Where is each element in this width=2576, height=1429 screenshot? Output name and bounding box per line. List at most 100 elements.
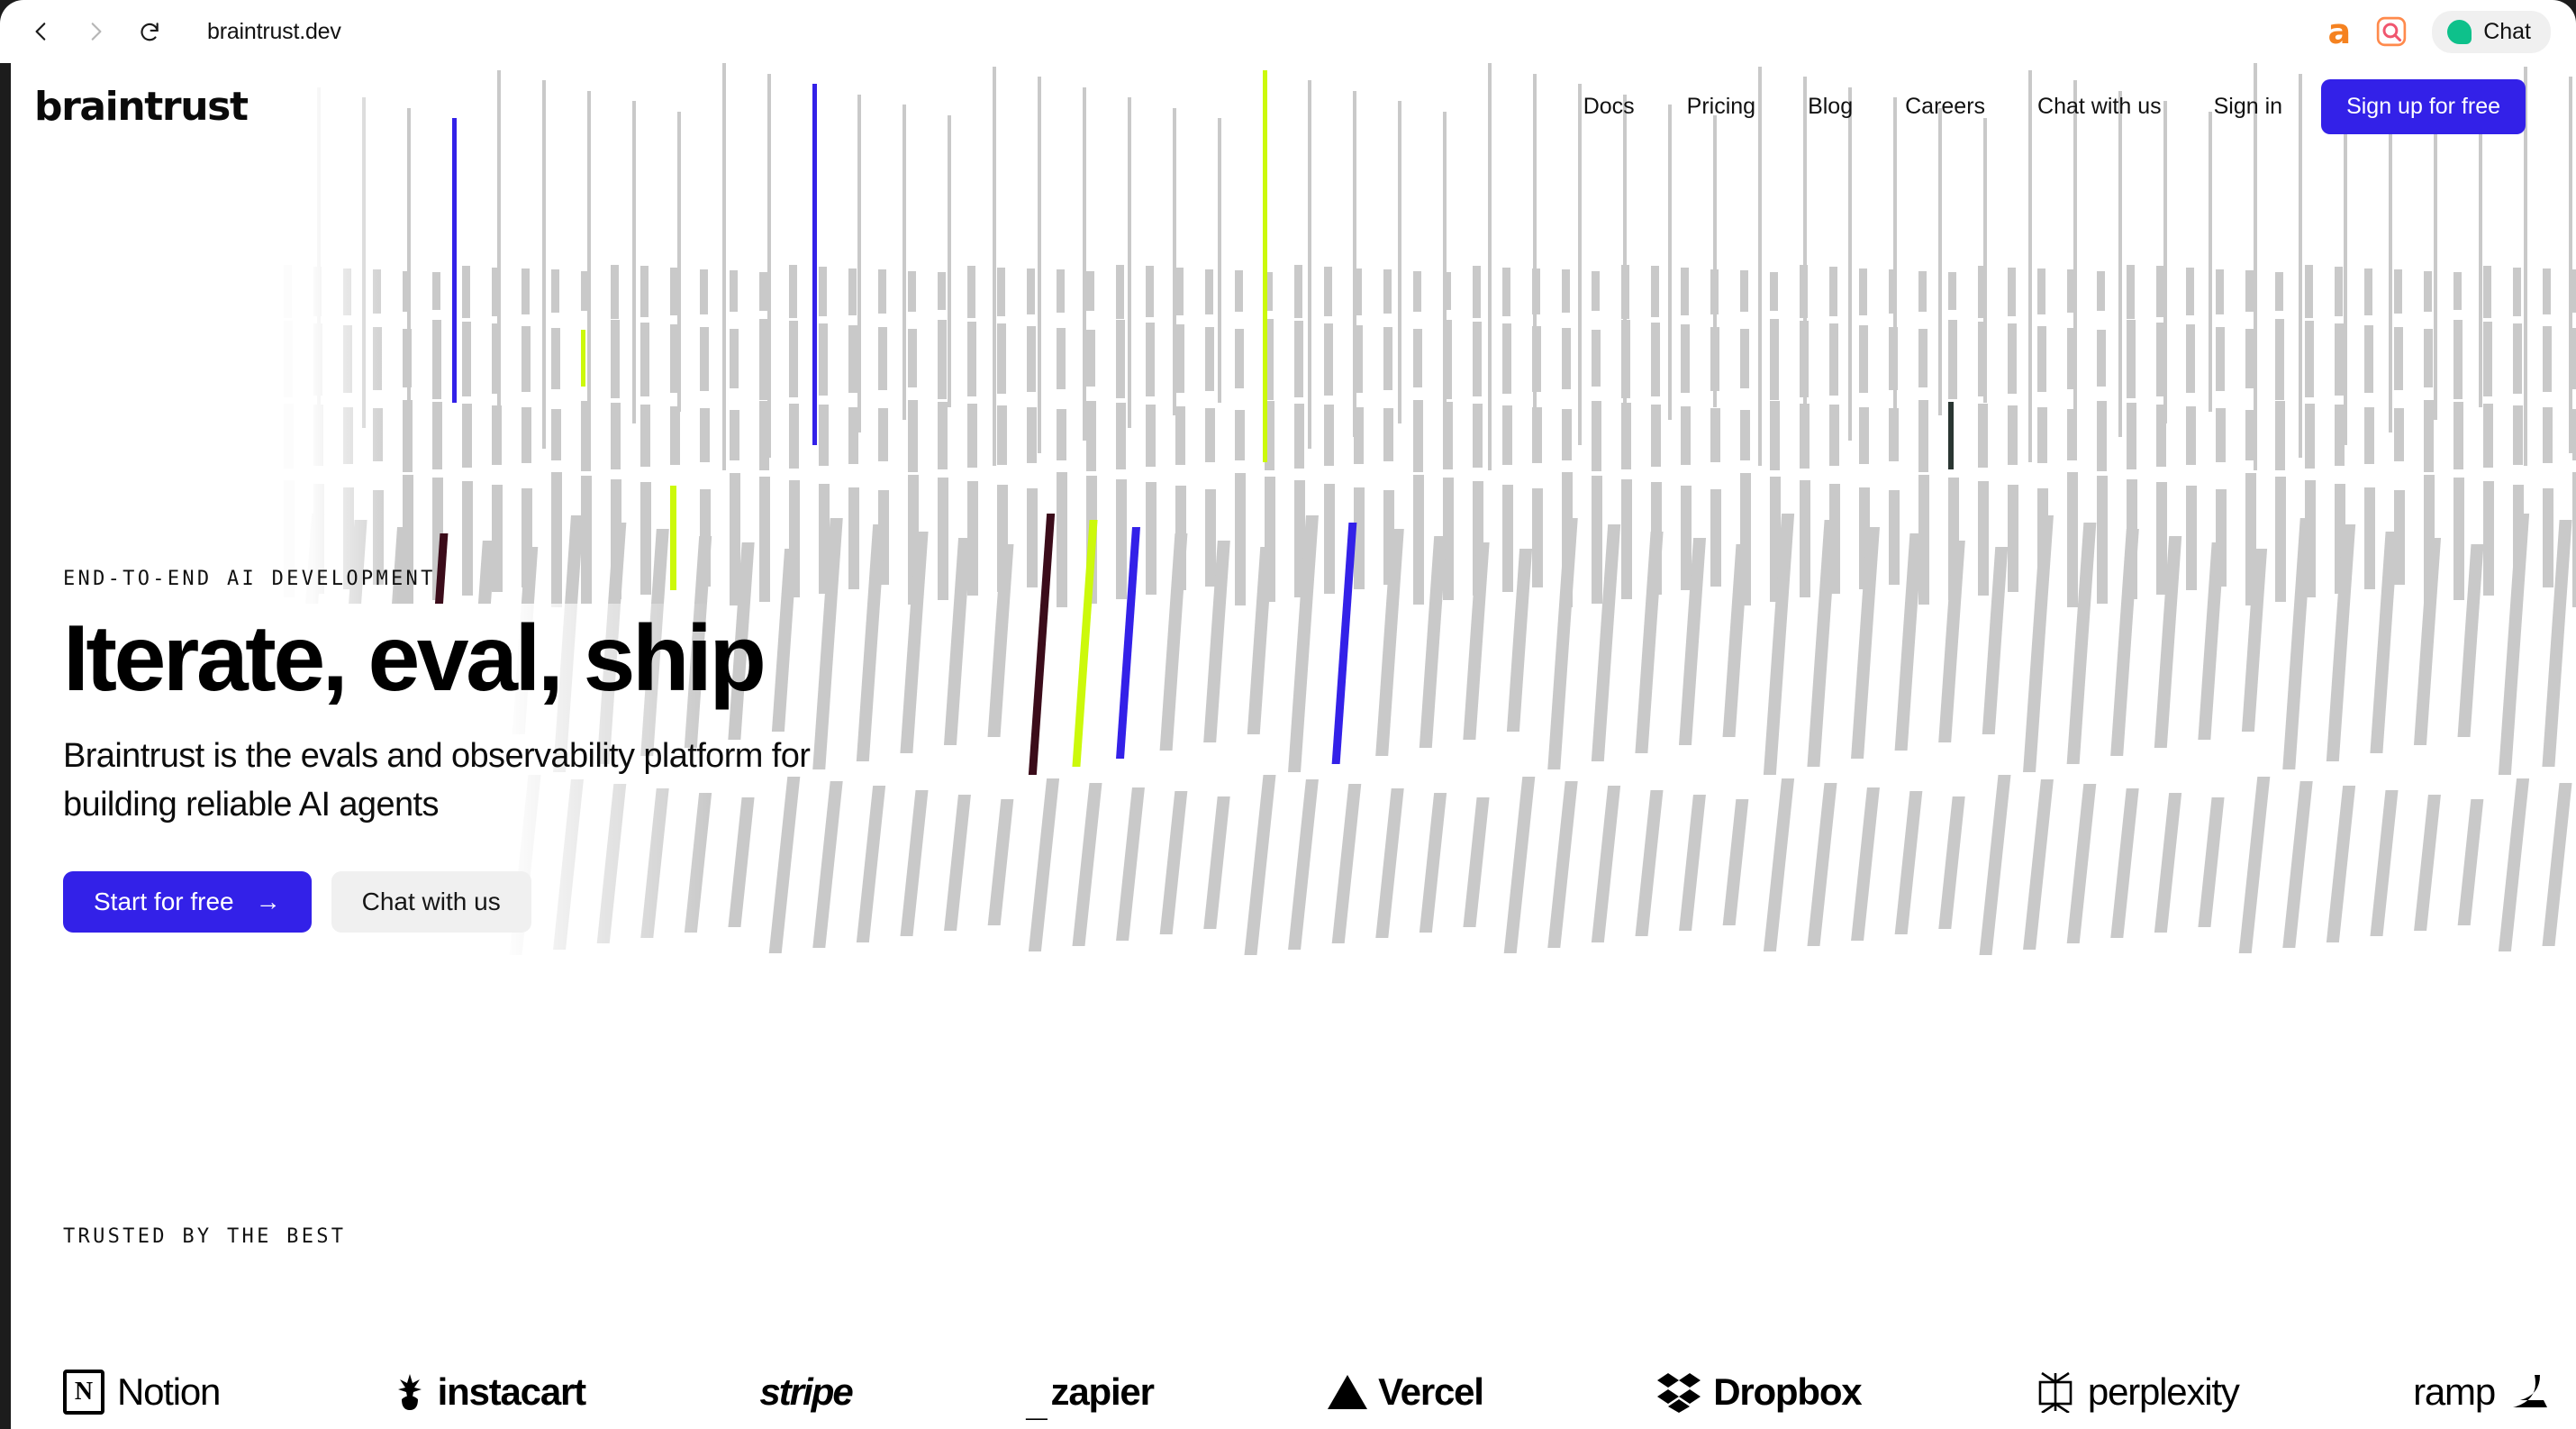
hero-subhead: Braintrust is the evals and observabilit… <box>63 737 811 824</box>
barcode-bar <box>2569 77 2572 453</box>
barcode-bar <box>943 538 972 745</box>
barcode-bar <box>1265 401 1274 470</box>
barcode-bar <box>1443 402 1453 469</box>
barcode-bar <box>1463 542 1490 740</box>
barcode-bar <box>1146 482 1156 595</box>
nav-item-pricing[interactable]: Pricing <box>1686 93 1756 119</box>
barcode-bar <box>2216 269 2224 314</box>
braintrust-logo[interactable]: braintrust <box>34 83 249 130</box>
barcode-bar <box>759 477 770 602</box>
chat-with-us-button[interactable]: Chat with us <box>331 871 531 933</box>
barcode-bar <box>1710 269 1719 314</box>
barcode-bar <box>1324 267 1332 316</box>
barcode-bar <box>1918 329 1927 387</box>
barcode-bar <box>1218 118 1221 403</box>
barcode-bar <box>1859 407 1869 464</box>
barcode-bar <box>2127 403 2136 469</box>
barcode-bar <box>1894 791 1923 934</box>
barcode-bar <box>2498 778 2530 951</box>
barcode-bar <box>2097 330 2106 387</box>
client-logo-notion: N Notion <box>63 1370 221 1415</box>
nav-item-blog[interactable]: Blog <box>1808 93 1854 119</box>
barcode-bar <box>1116 403 1126 469</box>
barcode-bar <box>2335 323 2344 396</box>
barcode-bar <box>1770 272 1778 311</box>
barcode-bar <box>403 329 412 387</box>
barcode-bar <box>1635 790 1664 936</box>
barcode-bar <box>2097 271 2105 311</box>
barcode-bar <box>730 410 739 460</box>
barcode-bar <box>967 481 978 596</box>
barcode-bar <box>1592 476 1602 604</box>
nav-item-docs[interactable]: Docs <box>1583 93 1635 119</box>
barcode-bar <box>1324 405 1334 466</box>
extension-a-icon[interactable]: a <box>2327 11 2352 51</box>
barcode-bar <box>2479 115 2482 407</box>
barcode-bar <box>700 408 710 462</box>
barcode-bar <box>1948 320 1957 399</box>
forward-button[interactable] <box>72 8 119 55</box>
barcode-bar <box>2245 410 2255 460</box>
barcode-bar <box>1354 487 1365 589</box>
barcode-bar <box>2364 487 2375 589</box>
chat-button[interactable]: Chat <box>2432 10 2551 53</box>
barcode-bar <box>1722 799 1749 925</box>
barcode-bar <box>1128 97 1131 428</box>
barcode-bar <box>462 404 472 468</box>
barcode-bar <box>1203 541 1230 742</box>
barcode-bar <box>700 269 708 314</box>
barcode-bar <box>2542 783 2572 946</box>
barcode-bar <box>2275 477 2286 602</box>
barcode-bar <box>1889 490 1900 585</box>
hero-eyebrow: END-TO-END AI DEVELOPMENT <box>63 568 436 590</box>
barcode-bar <box>2238 777 2271 953</box>
barcode-bar <box>1028 778 1060 951</box>
barcode-bar <box>2335 405 2345 466</box>
barcode-bar <box>1938 108 1942 415</box>
barcode-bar <box>1894 533 1923 751</box>
url-bar[interactable]: braintrust.dev <box>207 18 341 44</box>
barcode-bar <box>1668 105 1672 420</box>
barcode-bar <box>1413 400 1423 472</box>
barcode-bar <box>2154 536 2182 748</box>
barcode-bar <box>670 486 676 590</box>
barcode-bar <box>522 407 531 463</box>
sign-up-button[interactable]: Sign up for free <box>2321 78 2526 134</box>
barcode-bar <box>522 326 531 392</box>
barcode-bar <box>1938 796 1965 929</box>
barcode-bar <box>2364 269 2372 315</box>
barcode-bar <box>1503 777 1536 953</box>
barcode-band <box>11 319 2576 400</box>
barcode-bar <box>2186 268 2194 315</box>
back-button[interactable] <box>18 8 65 55</box>
barcode-bar <box>2118 91 2122 437</box>
nav-item-chat-with-us[interactable]: Chat with us <box>2037 93 2162 119</box>
barcode-bar <box>2394 490 2405 585</box>
barcode-bar <box>1591 786 1621 942</box>
barcode-bar <box>497 70 501 462</box>
barcode-bar <box>1651 266 1659 317</box>
barcode-bar <box>581 401 591 471</box>
nav-item-sign-in[interactable]: Sign in <box>2213 93 2283 119</box>
barcode-bar <box>1851 527 1880 759</box>
nav-item-careers[interactable]: Careers <box>1905 93 1986 119</box>
barcode-bar <box>1592 401 1601 471</box>
barcode-bar <box>2524 67 2527 466</box>
barcode-bar <box>1057 328 1066 389</box>
barcode-bar <box>2370 532 2399 753</box>
barcode-bar <box>452 118 457 403</box>
barcode-bar <box>1763 778 1795 951</box>
barcode-bar <box>407 108 411 415</box>
barcode-bar <box>2156 482 2167 595</box>
barcode-bar <box>1146 266 1154 317</box>
reload-button[interactable] <box>126 8 173 55</box>
barcode-bar <box>1651 323 1660 396</box>
barcode-bar <box>1354 407 1364 464</box>
start-for-free-button[interactable]: Start for free → <box>63 871 312 933</box>
barcode-bar <box>2198 542 2225 740</box>
search-extension-icon[interactable] <box>2376 16 2407 47</box>
barcode-bar <box>789 265 797 318</box>
barcode-bar <box>819 323 828 396</box>
reload-icon <box>141 23 159 41</box>
barcode-bar <box>1086 330 1095 387</box>
